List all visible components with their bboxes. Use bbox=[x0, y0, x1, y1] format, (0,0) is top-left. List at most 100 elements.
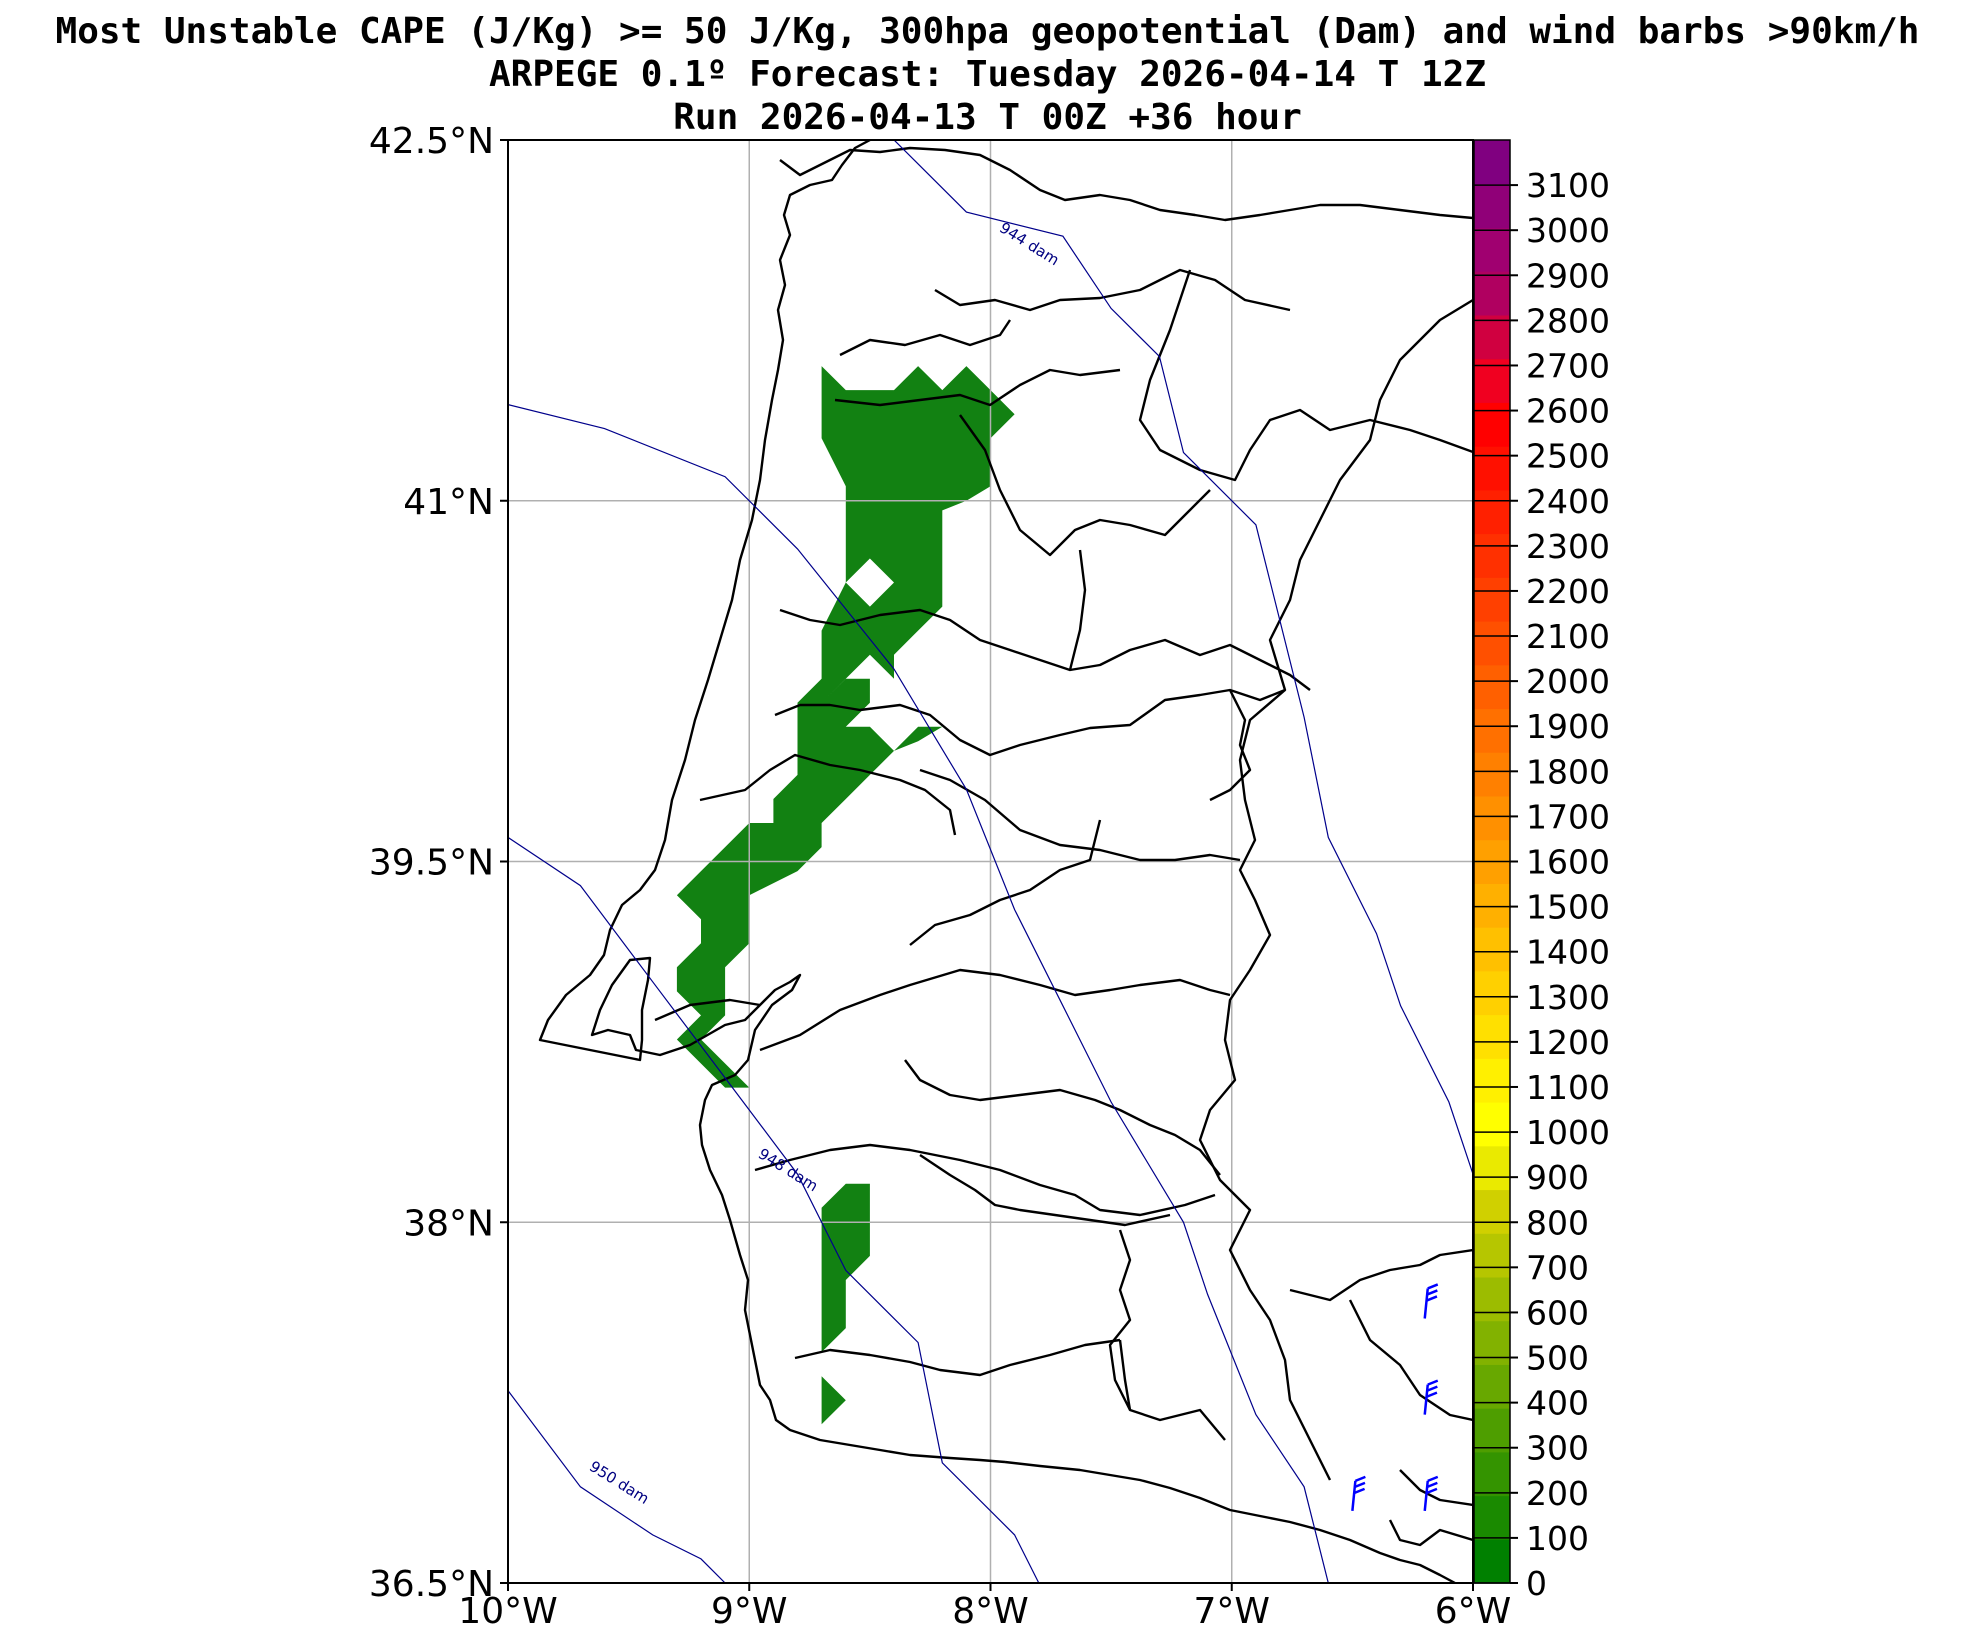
district-border bbox=[794, 1338, 1121, 1377]
colorbar-segment bbox=[1474, 927, 1510, 972]
district-border bbox=[1388, 1519, 1473, 1547]
border-east bbox=[1198, 298, 1473, 1481]
colorbar-segment bbox=[1474, 1451, 1510, 1497]
wind-barb-icon bbox=[1423, 1379, 1439, 1415]
geopotential-contour bbox=[508, 836, 1040, 1583]
colorbar-tick-label: 200 bbox=[1526, 1474, 1589, 1513]
wind-barb-icon bbox=[1423, 1283, 1439, 1319]
colorbar-segment bbox=[1474, 227, 1510, 272]
colorbar-segment bbox=[1474, 883, 1510, 928]
title-line-1: Most Unstable CAPE (J/Kg) >= 50 J/Kg, 30… bbox=[55, 11, 1920, 52]
coastline bbox=[538, 140, 1006, 1464]
colorbar-tick-label: 700 bbox=[1526, 1248, 1589, 1287]
colorbar-segment bbox=[1474, 533, 1510, 578]
colorbar-segment bbox=[1474, 752, 1510, 797]
colorbar-segment bbox=[1474, 1058, 1510, 1103]
colorbar-tick-label: 3000 bbox=[1526, 211, 1610, 250]
colorbar-segment bbox=[1474, 1233, 1510, 1278]
colorbar-tick-label: 1600 bbox=[1526, 843, 1610, 882]
wind-barbs-layer bbox=[1351, 1283, 1439, 1511]
district-border bbox=[654, 998, 761, 1022]
colorbar-tick-label: 2100 bbox=[1526, 617, 1610, 656]
colorbar-segment bbox=[1474, 1539, 1510, 1584]
colorbar-tick-label: 900 bbox=[1526, 1158, 1589, 1197]
x-tick-label: 8°W bbox=[952, 1591, 1029, 1632]
colorbar-tick-label: 300 bbox=[1526, 1429, 1589, 1468]
district-border bbox=[759, 968, 1231, 1052]
title-line-2: ARPEGE 0.1º Forecast: Tuesday 2026-04-14… bbox=[489, 54, 1486, 95]
colorbar-segment bbox=[1474, 1102, 1510, 1147]
colorbar-tick-label: 1700 bbox=[1526, 797, 1610, 836]
border-north bbox=[779, 146, 1473, 222]
wind-barb-icon bbox=[1351, 1475, 1366, 1511]
colorbar-segment bbox=[1474, 664, 1510, 710]
colorbar-segment bbox=[1474, 708, 1510, 753]
colorbar-tick-label: 0 bbox=[1526, 1564, 1547, 1603]
colorbar-tick-label: 2000 bbox=[1526, 662, 1610, 701]
district-border bbox=[699, 753, 957, 836]
y-tick-label: 36.5°N bbox=[369, 1564, 494, 1605]
colorbar-segment bbox=[1474, 1276, 1510, 1322]
colorbar-tick-label: 500 bbox=[1526, 1339, 1589, 1378]
district-border bbox=[1068, 549, 1087, 671]
colorbar-segment bbox=[1474, 1014, 1510, 1059]
colorbar-segment bbox=[1474, 1189, 1510, 1234]
geopotential-contour bbox=[893, 140, 1473, 1175]
colorbar-tick-label: 1900 bbox=[1526, 707, 1610, 746]
colorbar-tick-label: 2900 bbox=[1526, 256, 1610, 295]
district-border bbox=[1399, 1469, 1473, 1507]
district-border bbox=[839, 319, 1011, 357]
cape-fill-layer bbox=[676, 366, 1015, 1425]
district-border bbox=[904, 1059, 1221, 1176]
colorbar-segment bbox=[1474, 970, 1510, 1016]
colorbar-segment bbox=[1474, 183, 1510, 229]
district-border bbox=[1108, 1229, 1226, 1441]
district-border bbox=[754, 1143, 1216, 1217]
colorbar: 3100300029002800270026002500240023002200… bbox=[1473, 139, 1610, 1603]
graticule-grid bbox=[508, 140, 1473, 1583]
colorbar-segment bbox=[1474, 1320, 1510, 1365]
x-tick-label: 10°W bbox=[458, 1591, 557, 1632]
colorbar-segment bbox=[1474, 795, 1510, 841]
colorbar-segment bbox=[1474, 577, 1510, 622]
title-line-3: Run 2026-04-13 T 00Z +36 hour bbox=[673, 97, 1302, 138]
colorbar-tick-label: 1400 bbox=[1526, 933, 1610, 972]
colorbar-tick-label: 1100 bbox=[1526, 1068, 1610, 1107]
district-border bbox=[1118, 1339, 1132, 1411]
axis-ticks: 10°W 9°W 8°W 7°W 6°W 42.5°N 41°N 39.5°N 38°N 36.5… bbox=[369, 121, 1511, 1632]
colorbar-tick-label: 2800 bbox=[1526, 301, 1610, 340]
colorbar-tick-label: 400 bbox=[1526, 1384, 1589, 1423]
coastline-and-borders bbox=[538, 140, 1473, 1583]
colorbar-segment bbox=[1474, 489, 1510, 535]
colorbar-tick-label: 1300 bbox=[1526, 978, 1610, 1017]
district-border bbox=[919, 768, 1241, 862]
colorbar-segment bbox=[1474, 1495, 1510, 1540]
district-border bbox=[774, 688, 1286, 757]
colorbar-segment bbox=[1474, 314, 1510, 360]
coastline-south bbox=[1004, 1460, 1456, 1583]
colorbar-segment bbox=[1474, 1145, 1510, 1191]
district-border bbox=[909, 819, 1102, 946]
district-border bbox=[1289, 1248, 1473, 1302]
colorbar-tick-label: 2600 bbox=[1526, 392, 1610, 431]
colorbar-segment bbox=[1474, 1364, 1510, 1409]
district-border bbox=[1348, 1299, 1473, 1422]
colorbar-segment bbox=[1474, 271, 1510, 316]
colorbar-tick-label: 1200 bbox=[1526, 1023, 1610, 1062]
colorbar-tick-label: 2200 bbox=[1526, 572, 1610, 611]
colorbar-tick-label: 1800 bbox=[1526, 752, 1610, 791]
y-tick-label: 42.5°N bbox=[369, 121, 494, 162]
x-tick-label: 7°W bbox=[1194, 1591, 1271, 1632]
district-border bbox=[934, 268, 1291, 312]
x-tick-label: 6°W bbox=[1435, 1591, 1512, 1632]
colorbar-tick-label: 1500 bbox=[1526, 888, 1610, 927]
colorbar-tick-label: 2500 bbox=[1526, 437, 1610, 476]
district-border bbox=[1138, 269, 1473, 482]
colorbar-tick-label: 800 bbox=[1526, 1203, 1589, 1242]
district-border bbox=[919, 1154, 1171, 1227]
geopotential-contour bbox=[508, 1390, 726, 1583]
colorbar-tick-label: 1000 bbox=[1526, 1113, 1610, 1152]
district-border bbox=[779, 608, 1311, 691]
colorbar-tick-label: 2400 bbox=[1526, 482, 1610, 521]
y-tick-label: 38°N bbox=[403, 1203, 494, 1244]
